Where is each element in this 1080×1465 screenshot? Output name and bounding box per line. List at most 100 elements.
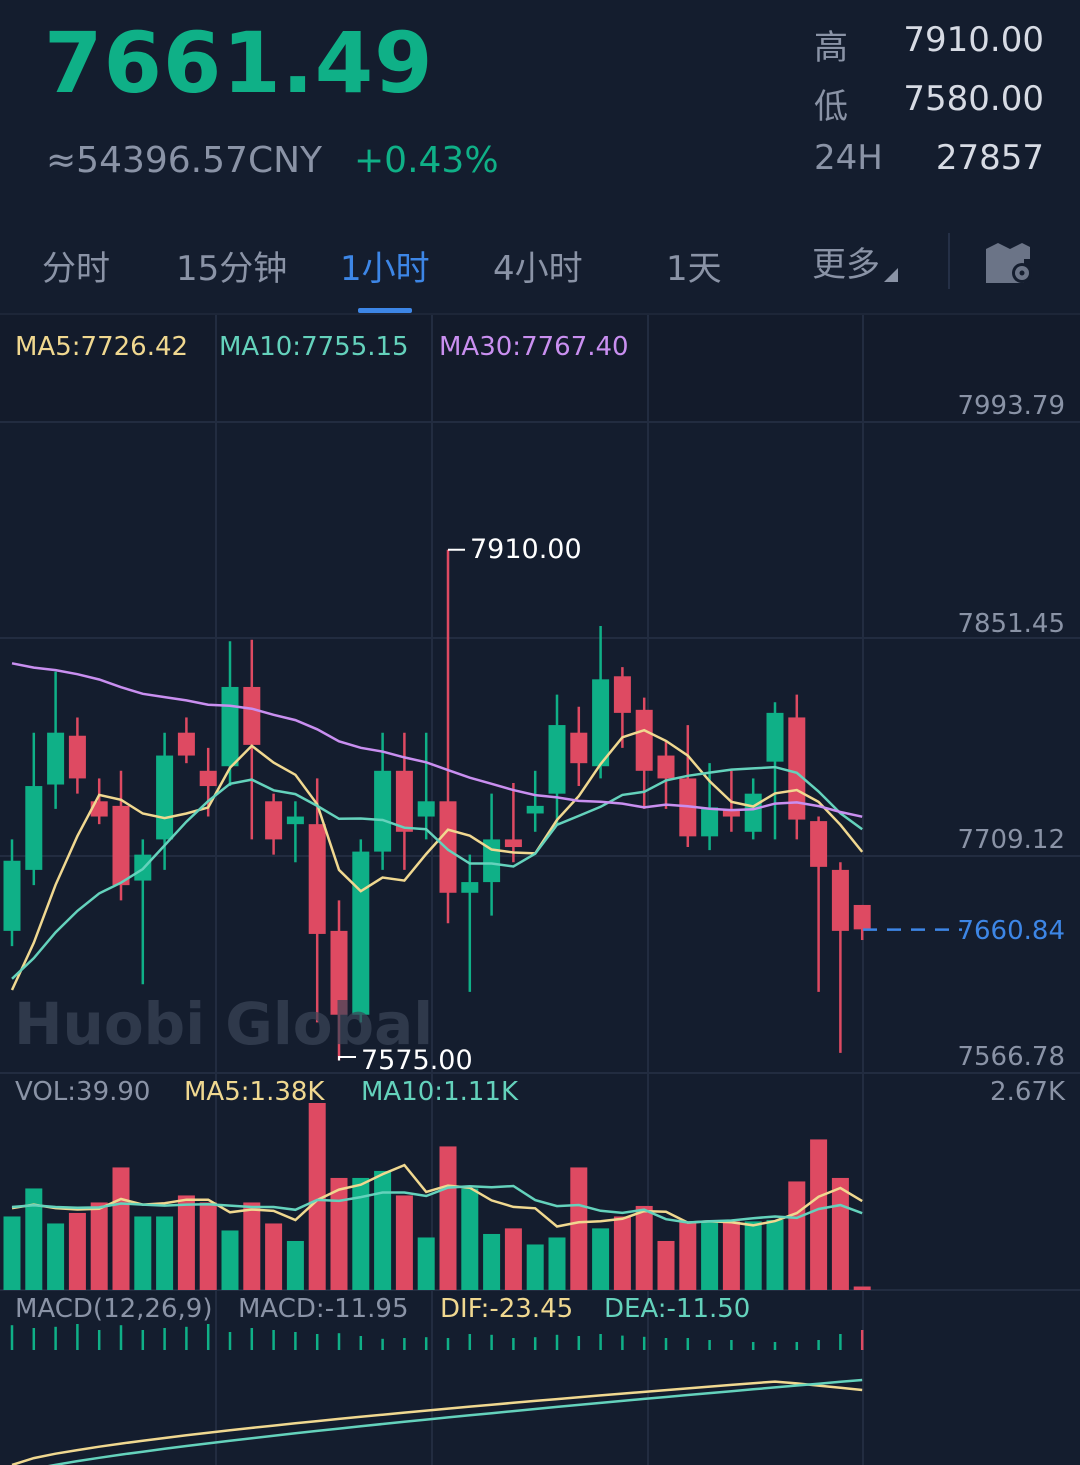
volume-bar <box>526 1244 544 1290</box>
volume-bar <box>90 1202 108 1290</box>
stat-low-label: 低 <box>814 87 848 127</box>
candle-body <box>592 679 610 767</box>
candle-body <box>265 801 283 840</box>
ma30-line <box>11 662 863 818</box>
volume-bar <box>395 1195 413 1290</box>
volume-bar <box>853 1286 871 1290</box>
tab-more[interactable]: 更多 <box>812 245 880 285</box>
price-tick-3: 7709.12 <box>957 825 1065 855</box>
volume-bar <box>483 1233 501 1290</box>
candle-body <box>504 839 522 848</box>
high-marker-label: 7910.00 <box>470 534 582 565</box>
candle-body <box>461 882 479 893</box>
candle-body <box>417 801 435 817</box>
candle-body <box>722 808 740 817</box>
candle-body <box>221 686 239 767</box>
volume-bar <box>592 1228 610 1290</box>
volume-bar <box>657 1240 675 1290</box>
tab-timeline[interactable]: 分时 <box>42 249 110 289</box>
volume-bar <box>3 1216 21 1290</box>
volume-ma10-line <box>11 1184 863 1224</box>
macd-value-label: MACD:-11.95 <box>238 1294 409 1324</box>
stat-24h-value: 27857 <box>935 138 1044 178</box>
volume-bar <box>265 1223 283 1290</box>
candle-body <box>570 732 588 764</box>
price-tick-2: 7851.45 <box>957 609 1065 639</box>
chart-canvas <box>0 315 1080 1465</box>
volume-bar <box>635 1205 653 1290</box>
volume-label: VOL:39.90 <box>15 1077 151 1107</box>
volume-bar <box>134 1216 152 1290</box>
tab-4hour[interactable]: 4小时 <box>493 249 583 289</box>
candle-body <box>286 816 304 825</box>
volume-bar <box>570 1167 588 1290</box>
ticker-stats: 高 7910.00 低 7580.00 24H 27857 <box>814 20 1044 197</box>
stat-low-value: 7580.00 <box>903 79 1044 119</box>
volume-bar <box>374 1170 392 1290</box>
active-tab-indicator <box>358 308 412 313</box>
volume-bar <box>243 1202 261 1290</box>
candle-body <box>766 712 784 762</box>
candle-body <box>853 904 871 930</box>
candle-body <box>635 709 653 771</box>
volume-bar <box>330 1177 348 1290</box>
volume-bar <box>199 1202 217 1290</box>
dif-line <box>11 1380 863 1465</box>
macd-name-label: MACD(12,26,9) <box>15 1294 213 1324</box>
tab-1hour[interactable]: 1小时 <box>340 249 430 289</box>
volume-bar <box>461 1188 479 1290</box>
volume-bar <box>548 1237 566 1290</box>
stat-high: 高 7910.00 <box>814 20 1044 79</box>
ma5-line <box>10 728 864 991</box>
tab-15min[interactable]: 15分钟 <box>176 249 288 289</box>
volume-bar <box>766 1219 784 1290</box>
candle-body <box>3 860 21 931</box>
kline-chart[interactable]: MA5:7726.42 MA10:7755.15 MA30:7767.40 79… <box>0 315 1080 1465</box>
dea-label: DEA:-11.50 <box>604 1294 751 1324</box>
stat-high-label: 高 <box>814 28 848 68</box>
volume-bar <box>810 1139 828 1290</box>
chart-settings-icon <box>986 243 1032 283</box>
chart-settings-button[interactable] <box>984 239 1036 285</box>
ma5-label: MA5:7726.42 <box>15 332 189 362</box>
candle-body <box>701 807 719 837</box>
volume-bar <box>613 1216 631 1290</box>
candle-body <box>68 735 86 779</box>
volume-max-label: 2.67K <box>990 1077 1065 1107</box>
candle-body <box>744 793 762 832</box>
volume-bar <box>47 1223 65 1290</box>
current-price-label: 7660.84 <box>957 916 1065 946</box>
candle-body <box>439 801 457 893</box>
ma10-label: MA10:7755.15 <box>219 332 409 362</box>
ma30-label: MA30:7767.40 <box>439 332 629 362</box>
volume-bar <box>68 1212 86 1290</box>
cny-price: ≈54396.57CNY <box>46 140 322 181</box>
candle-body <box>613 676 631 713</box>
candle-body <box>548 725 566 794</box>
candle-body <box>156 755 174 840</box>
candle-body <box>352 851 370 1015</box>
candle-body <box>831 869 849 931</box>
volume-bar <box>308 1103 326 1290</box>
candle-body <box>526 805 544 814</box>
legend-band <box>0 315 1080 422</box>
volume-bar <box>701 1221 719 1290</box>
volume-bar <box>744 1221 762 1290</box>
volume-bar <box>417 1237 435 1290</box>
volume-bar <box>722 1221 740 1290</box>
last-price: 7661.49 <box>44 14 434 112</box>
price-tick-1: 7993.79 <box>957 391 1065 421</box>
candle-body <box>199 770 217 787</box>
volume-bar <box>352 1177 370 1290</box>
candle-body <box>657 755 675 779</box>
candle-body <box>308 824 326 934</box>
stat-high-value: 7910.00 <box>903 20 1044 60</box>
ticker-header: 7661.49 ≈54396.57CNY +0.43% 高 7910.00 低 … <box>0 0 1080 215</box>
volume-bar <box>177 1195 195 1290</box>
tab-1day[interactable]: 1天 <box>666 249 722 289</box>
candle-body <box>47 732 65 785</box>
stat-24h-label: 24H <box>814 138 883 178</box>
volume-bar <box>286 1240 304 1290</box>
dea-line <box>47 1378 863 1465</box>
low-marker-label: 7575.00 <box>361 1045 473 1076</box>
